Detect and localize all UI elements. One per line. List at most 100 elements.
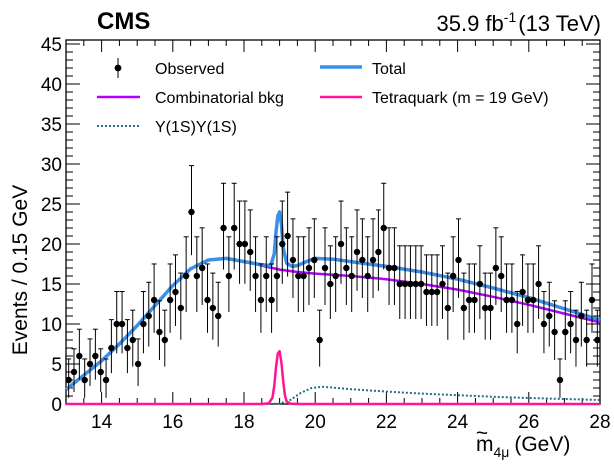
observed-point (503, 296, 510, 304)
observed-point (337, 240, 345, 248)
tetraquark-curve (66, 349, 600, 406)
legend-combinatorial-label: Combinatorial bkg (155, 90, 284, 107)
observed-point (305, 264, 313, 272)
observed-point (519, 288, 526, 296)
observed-point (465, 296, 473, 304)
observed-point (508, 296, 516, 304)
observed-point (385, 264, 393, 272)
observed-point (289, 256, 297, 264)
observed-point (530, 296, 537, 304)
x-tick-label: 14 (91, 412, 113, 433)
observed-point (198, 264, 206, 272)
observed-point (252, 272, 259, 280)
observed-point (588, 296, 596, 304)
y-axis-label: Events / 0.15 GeV (9, 185, 32, 355)
x-tick-label: 16 (162, 412, 183, 433)
observed-point (92, 352, 99, 360)
observed-point (225, 272, 233, 280)
observed-point (476, 280, 484, 288)
observed-point (129, 336, 136, 344)
curves (64, 210, 601, 406)
x-tick-label: 28 (589, 412, 610, 433)
lumi-exponent: -1 (504, 9, 517, 25)
observed-point (76, 352, 83, 360)
observed-point (118, 320, 126, 328)
observed-point (268, 296, 275, 304)
y-tick-label: 10 (41, 315, 62, 336)
x-axis-subscript: 4μ (494, 444, 510, 460)
observed-point (311, 256, 318, 264)
observed-point (177, 304, 185, 312)
observed-point (423, 288, 430, 296)
observed-point (524, 296, 532, 304)
observed-point (295, 272, 302, 280)
legend: Observed Total Combinatorial bkg Tetraquark… (97, 58, 549, 136)
observed-point (204, 296, 211, 304)
observed-point (353, 248, 361, 256)
observed-point (428, 288, 435, 296)
observed-point (284, 232, 291, 240)
observed-point (417, 280, 425, 288)
observed-point (433, 288, 441, 296)
observed-point (594, 336, 601, 344)
x-axis-symbol: m (476, 433, 494, 456)
total-curve (64, 210, 601, 391)
observed-point (396, 280, 403, 288)
observed-point (391, 264, 398, 272)
y-tick-label: 25 (41, 195, 62, 216)
observed-point (70, 368, 78, 376)
y-tick-label: 5 (51, 355, 62, 376)
x-tick-label: 24 (447, 412, 469, 433)
experiment-label: CMS (97, 8, 150, 35)
observed-point (86, 360, 94, 368)
observed-point (97, 368, 104, 376)
x-axis-label-main: m4μ (GeV) (476, 433, 570, 460)
observed-point (236, 240, 243, 248)
x-axis-label: ~ m4μ (GeV) (476, 422, 571, 460)
upsilon-curve (66, 385, 601, 405)
observed-point (134, 360, 142, 368)
observed-point (551, 328, 558, 336)
observed-point (407, 280, 414, 288)
observed-point (145, 312, 152, 320)
observed-point (247, 248, 254, 256)
observed-point (540, 320, 548, 328)
observed-point (492, 264, 500, 272)
y-tick-label: 20 (41, 235, 62, 256)
observed-point (439, 280, 446, 288)
observed-point (273, 272, 281, 280)
observed-point (241, 240, 249, 248)
lumi-label: 35.9 fb-1(13 TeV) (437, 9, 601, 36)
x-tick-label: 22 (376, 412, 397, 433)
legend-total-label: Total (372, 61, 406, 78)
observed-point (514, 320, 521, 328)
observed-point (481, 304, 489, 312)
y-tick-label: 40 (41, 75, 62, 96)
observed-point (567, 320, 574, 328)
observed-point (108, 344, 115, 352)
x-axis-unit: (GeV) (514, 433, 570, 456)
observed-point (65, 376, 72, 384)
legend-observed-marker (114, 64, 122, 72)
observed-point (316, 336, 323, 344)
observed-point (263, 272, 270, 280)
y-tick-label: 30 (41, 155, 62, 176)
x-axis-label-accent: ~ (476, 422, 488, 445)
lumi-value: 35.9 fb (437, 11, 504, 36)
observed-point (401, 280, 409, 288)
observed-point (412, 280, 419, 288)
x-tick-label: 26 (518, 412, 539, 433)
observed-point (369, 256, 377, 264)
observed-point (327, 280, 334, 288)
observed-point (188, 208, 195, 216)
observed-point (460, 304, 468, 312)
observed-point (348, 272, 355, 280)
observed-point (343, 264, 350, 272)
x-tick-label: 20 (305, 412, 326, 433)
observed-point (321, 264, 329, 272)
observed-point (113, 320, 120, 328)
observed-point (471, 296, 478, 304)
observed-point (193, 272, 201, 280)
observed-point (231, 224, 238, 232)
observed-point (172, 288, 179, 296)
